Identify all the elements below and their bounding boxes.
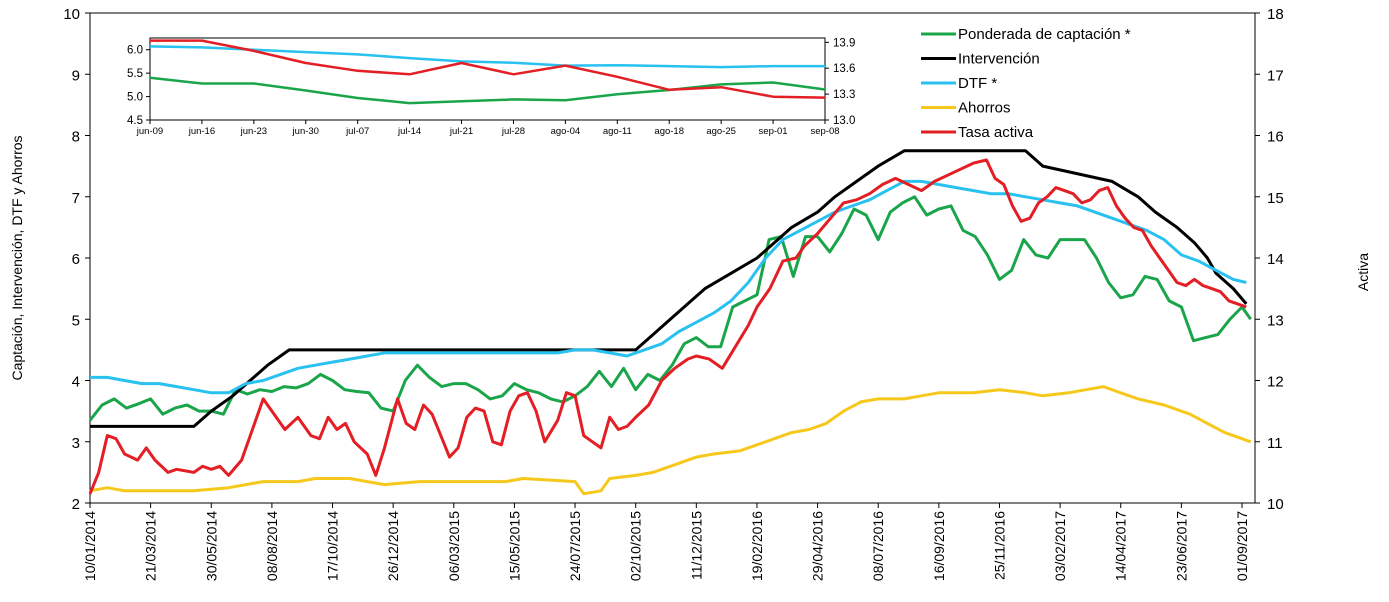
inset-y-left-tick-label: 4.5 bbox=[127, 115, 143, 127]
inset-y-right-tick-label: 13.0 bbox=[833, 115, 855, 127]
y-left-tick-label: 9 bbox=[72, 67, 80, 84]
x-tick-label: 14/04/2017 bbox=[1113, 511, 1129, 581]
x-tick-label: 23/06/2017 bbox=[1173, 511, 1189, 581]
y-left-tick-label: 3 bbox=[72, 435, 80, 452]
x-tick-label: 26/12/2014 bbox=[385, 511, 401, 581]
y-left-tick-label: 4 bbox=[72, 374, 80, 391]
inset-x-tick-label: ago-18 bbox=[654, 126, 684, 137]
legend-label: Ponderada de captación * bbox=[958, 26, 1131, 43]
inset-series-line-dtf bbox=[149, 45, 825, 69]
y-left-tick-label: 10 bbox=[63, 6, 80, 23]
y-right-tick-label: 12 bbox=[1267, 374, 1284, 391]
series-line-intervenci-n bbox=[90, 149, 1248, 428]
y-left-tick-label: 5 bbox=[72, 312, 80, 329]
x-tick-label: 01/09/2017 bbox=[1234, 511, 1250, 581]
inset-chart: 4.55.05.56.0 13.013.313.613.9 jun-09 jun-… bbox=[127, 37, 855, 137]
inset-right-axis: 13.0 13.3 13.6 13.9 bbox=[825, 37, 855, 127]
inset-x-tick-label: ago-11 bbox=[603, 126, 632, 137]
inset-x-tick-label: jul-07 bbox=[345, 126, 369, 137]
x-tick-label: 10/01/2014 bbox=[82, 511, 98, 581]
inset-x-tick-label: jun-16 bbox=[188, 126, 215, 137]
inset-series-line-ponderada-de-captaci-n bbox=[149, 76, 826, 105]
right-axis-label: Activa bbox=[1355, 253, 1371, 291]
legend: Ponderada de captación * Intervención DTF … bbox=[921, 26, 1131, 141]
legend-label: DTF * bbox=[958, 75, 997, 92]
inset-y-left-tick-label: 5.5 bbox=[127, 68, 143, 80]
inset-y-right-tick-label: 13.6 bbox=[833, 63, 855, 75]
y-right-tick-label: 17 bbox=[1267, 67, 1284, 84]
left-axis-label: Captación, Intervención, DTF y Ahorros bbox=[9, 135, 25, 380]
inset-x-tick-label: ago-25 bbox=[706, 126, 736, 137]
main-x-axis: 10/01/2014 21/03/2014 30/05/2014 08/08/2014… bbox=[82, 503, 1250, 581]
x-tick-label: 17/10/2014 bbox=[325, 511, 341, 581]
y-right-tick-label: 14 bbox=[1267, 251, 1284, 268]
x-tick-label: 25/11/2016 bbox=[991, 511, 1007, 580]
series-line-tasa-activa bbox=[88, 158, 1247, 495]
inset-x-tick-label: sep-01 bbox=[759, 126, 788, 137]
inset-left-axis: 4.5 5.0 5.5 6.0 bbox=[127, 45, 150, 127]
y-right-tick-label: 10 bbox=[1267, 496, 1284, 513]
main-left-axis: 2 3 4 5 6 7 8 9 10 bbox=[63, 6, 90, 513]
inset-y-left-tick-label: 5.0 bbox=[127, 92, 143, 104]
main-series bbox=[88, 149, 1252, 496]
legend-label: Ahorros bbox=[958, 100, 1011, 117]
series-line-ahorros bbox=[89, 385, 1252, 496]
legend-label: Tasa activa bbox=[958, 124, 1034, 141]
x-tick-label: 30/05/2014 bbox=[203, 511, 219, 581]
series-line-ponderada-de-captaci-n bbox=[88, 195, 1252, 422]
y-left-tick-label: 6 bbox=[72, 251, 80, 268]
y-right-tick-label: 18 bbox=[1267, 6, 1284, 23]
x-tick-label: 16/09/2016 bbox=[931, 511, 947, 581]
inset-x-tick-label: jul-28 bbox=[501, 126, 525, 137]
inset-x-tick-label: jul-21 bbox=[449, 126, 473, 137]
inset-y-right-tick-label: 13.9 bbox=[833, 37, 855, 49]
inset-x-tick-label: jun-30 bbox=[292, 126, 319, 137]
main-right-axis: 10 11 12 13 14 15 16 17 18 bbox=[1255, 6, 1284, 513]
y-right-tick-label: 16 bbox=[1267, 129, 1284, 146]
x-tick-label: 11/12/2015 bbox=[688, 511, 704, 580]
x-tick-label: 29/04/2016 bbox=[810, 511, 826, 581]
x-tick-label: 08/07/2016 bbox=[870, 511, 886, 581]
inset-series bbox=[149, 39, 826, 105]
x-tick-label: 02/10/2015 bbox=[628, 511, 644, 581]
x-tick-label: 21/03/2014 bbox=[143, 511, 159, 581]
y-left-tick-label: 8 bbox=[72, 129, 80, 146]
inset-x-tick-label: jun-09 bbox=[136, 126, 163, 137]
inset-x-tick-label: jun-23 bbox=[240, 126, 267, 137]
y-right-tick-label: 11 bbox=[1267, 435, 1283, 452]
x-tick-label: 19/02/2016 bbox=[749, 511, 765, 581]
inset-y-right-tick-label: 13.3 bbox=[833, 89, 855, 101]
series-line-dtf bbox=[90, 179, 1247, 395]
inset-x-tick-label: ago-04 bbox=[551, 126, 581, 137]
inset-x-tick-label: sep-08 bbox=[810, 126, 839, 137]
legend-label: Intervención bbox=[958, 51, 1040, 68]
y-right-tick-label: 13 bbox=[1267, 312, 1284, 329]
y-left-tick-label: 7 bbox=[72, 190, 80, 207]
x-tick-label: 03/02/2017 bbox=[1052, 511, 1068, 581]
y-right-tick-label: 15 bbox=[1267, 190, 1284, 207]
inset-series-line-tasa-activa bbox=[150, 39, 826, 99]
x-tick-label: 08/08/2014 bbox=[264, 511, 280, 581]
main-chart: 2 3 4 5 6 7 8 9 10 10 11 12 13 14 15 16 17 18 10/01/2014… bbox=[9, 6, 1371, 581]
x-tick-label: 24/07/2015 bbox=[567, 511, 583, 581]
x-tick-label: 15/05/2015 bbox=[506, 511, 522, 581]
x-tick-label: 06/03/2015 bbox=[446, 511, 462, 581]
inset-x-axis: jun-09 jun-16 jun-23 jun-30 jul-07 jul-14 jul-… bbox=[136, 120, 840, 137]
inset-x-tick-label: jul-14 bbox=[397, 126, 421, 137]
y-left-tick-label: 2 bbox=[72, 496, 80, 513]
inset-y-left-tick-label: 6.0 bbox=[127, 45, 143, 57]
